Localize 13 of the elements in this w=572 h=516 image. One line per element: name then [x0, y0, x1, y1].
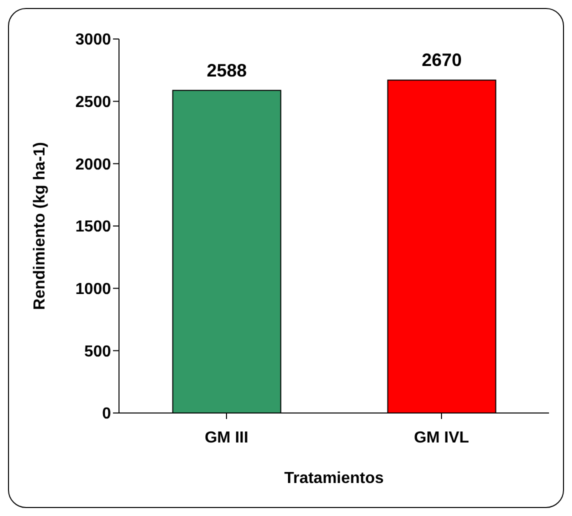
- data-label: 2588: [206, 60, 247, 80]
- x-tick-label: GM III: [204, 429, 248, 446]
- y-tick-label: 500: [84, 343, 112, 360]
- y-tick-label: 1500: [75, 218, 112, 236]
- y-tick-label: 0: [102, 406, 112, 423]
- x-axis-title: Tratamientos: [284, 470, 384, 487]
- y-axis-title: Rendimiento (kg ha-1): [32, 142, 49, 310]
- data-label: 2670: [422, 50, 462, 70]
- y-tick-label: 2000: [75, 156, 112, 174]
- x-tick-label: GM IVL: [414, 429, 470, 446]
- y-tick-label: 1000: [75, 281, 112, 298]
- y-tick-label: 3000: [75, 32, 112, 49]
- y-tick-label: 2500: [75, 94, 112, 112]
